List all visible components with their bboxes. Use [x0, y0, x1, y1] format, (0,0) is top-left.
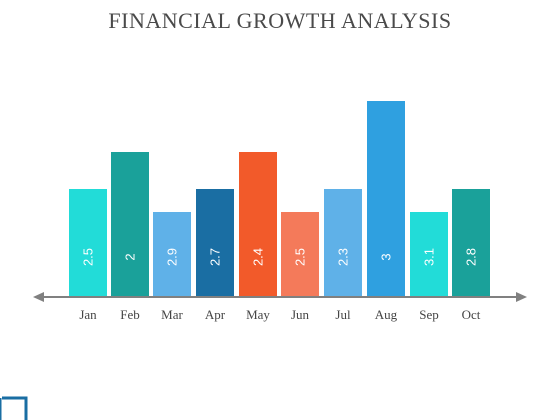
bar-may [239, 152, 277, 297]
tick-label-jun: Jun [291, 307, 310, 322]
tick-label-jan: Jan [79, 307, 97, 322]
data-label-sep: 3.1 [422, 248, 437, 266]
data-label-feb: 2 [123, 253, 138, 260]
tick-label-oct: Oct [462, 307, 481, 322]
tick-label-feb: Feb [120, 307, 140, 322]
axis-arrow-left [33, 292, 44, 302]
bar-jan [69, 189, 107, 297]
tick-label-apr: Apr [205, 307, 226, 322]
tick-label-sep: Sep [419, 307, 439, 322]
data-label-jan: 2.5 [81, 248, 96, 266]
tick-label-aug: Aug [375, 307, 398, 322]
bar-aug [367, 101, 405, 297]
bar-jun [281, 212, 319, 297]
data-label-apr: 2.7 [208, 248, 223, 266]
data-label-mar: 2.9 [165, 248, 180, 266]
axis-arrow-right [516, 292, 527, 302]
bar-apr [196, 189, 234, 297]
data-label-jul: 2.3 [336, 248, 351, 266]
bar-mar [153, 212, 191, 297]
data-label-aug: 3 [379, 253, 394, 260]
bar-sep [410, 212, 448, 297]
tick-label-mar: Mar [161, 307, 183, 322]
tick-label-may: May [246, 307, 270, 322]
tick-label-jul: Jul [335, 307, 351, 322]
data-label-may: 2.4 [251, 248, 266, 266]
data-label-oct: 2.8 [464, 248, 479, 266]
corner-bracket-icon [0, 396, 28, 420]
bar-oct [452, 189, 490, 297]
data-label-jun: 2.5 [293, 248, 308, 266]
bar-jul [324, 189, 362, 297]
chart-title: FINANCIAL GROWTH ANALYSIS [108, 8, 452, 33]
bar-feb [111, 152, 149, 297]
